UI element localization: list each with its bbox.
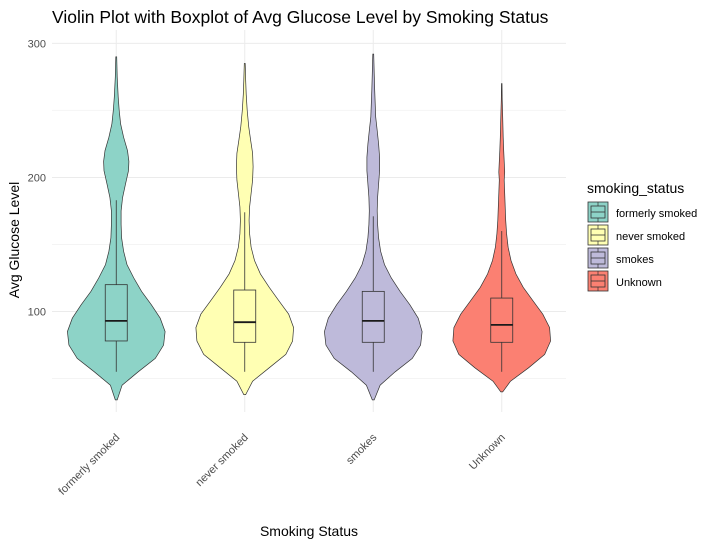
y-tick-label: 200 (28, 172, 46, 184)
y-axis-label: Avg Glucose Level (6, 182, 22, 298)
box-1 (104, 284, 128, 342)
box-3 (361, 290, 385, 343)
y-tick-label: 300 (28, 38, 46, 50)
y-tick-label: 100 (28, 306, 46, 318)
box-2 (233, 289, 257, 343)
legend-item: smokes (587, 247, 654, 269)
legend-label: Unknown (616, 277, 662, 289)
legend-item: never smoked (587, 224, 685, 246)
x-axis-label: Smoking Status (260, 523, 358, 539)
legend-item: Unknown (587, 270, 662, 292)
legend-item: formerly smoked (587, 201, 697, 223)
box-4 (490, 297, 514, 343)
legend-label: smokes (616, 254, 654, 266)
legend-title: smoking_status (587, 180, 684, 196)
legend-label: never smoked (616, 231, 685, 243)
legend-label: formerly smoked (616, 208, 697, 220)
legend-items: formerly smoked never smoked smokes Unknown (587, 201, 697, 292)
legend: smoking_status formerly smoked never smok… (587, 180, 697, 292)
chart-title: Violin Plot with Boxplot of Avg Glucose … (52, 7, 549, 27)
violin-layer (67, 53, 551, 401)
